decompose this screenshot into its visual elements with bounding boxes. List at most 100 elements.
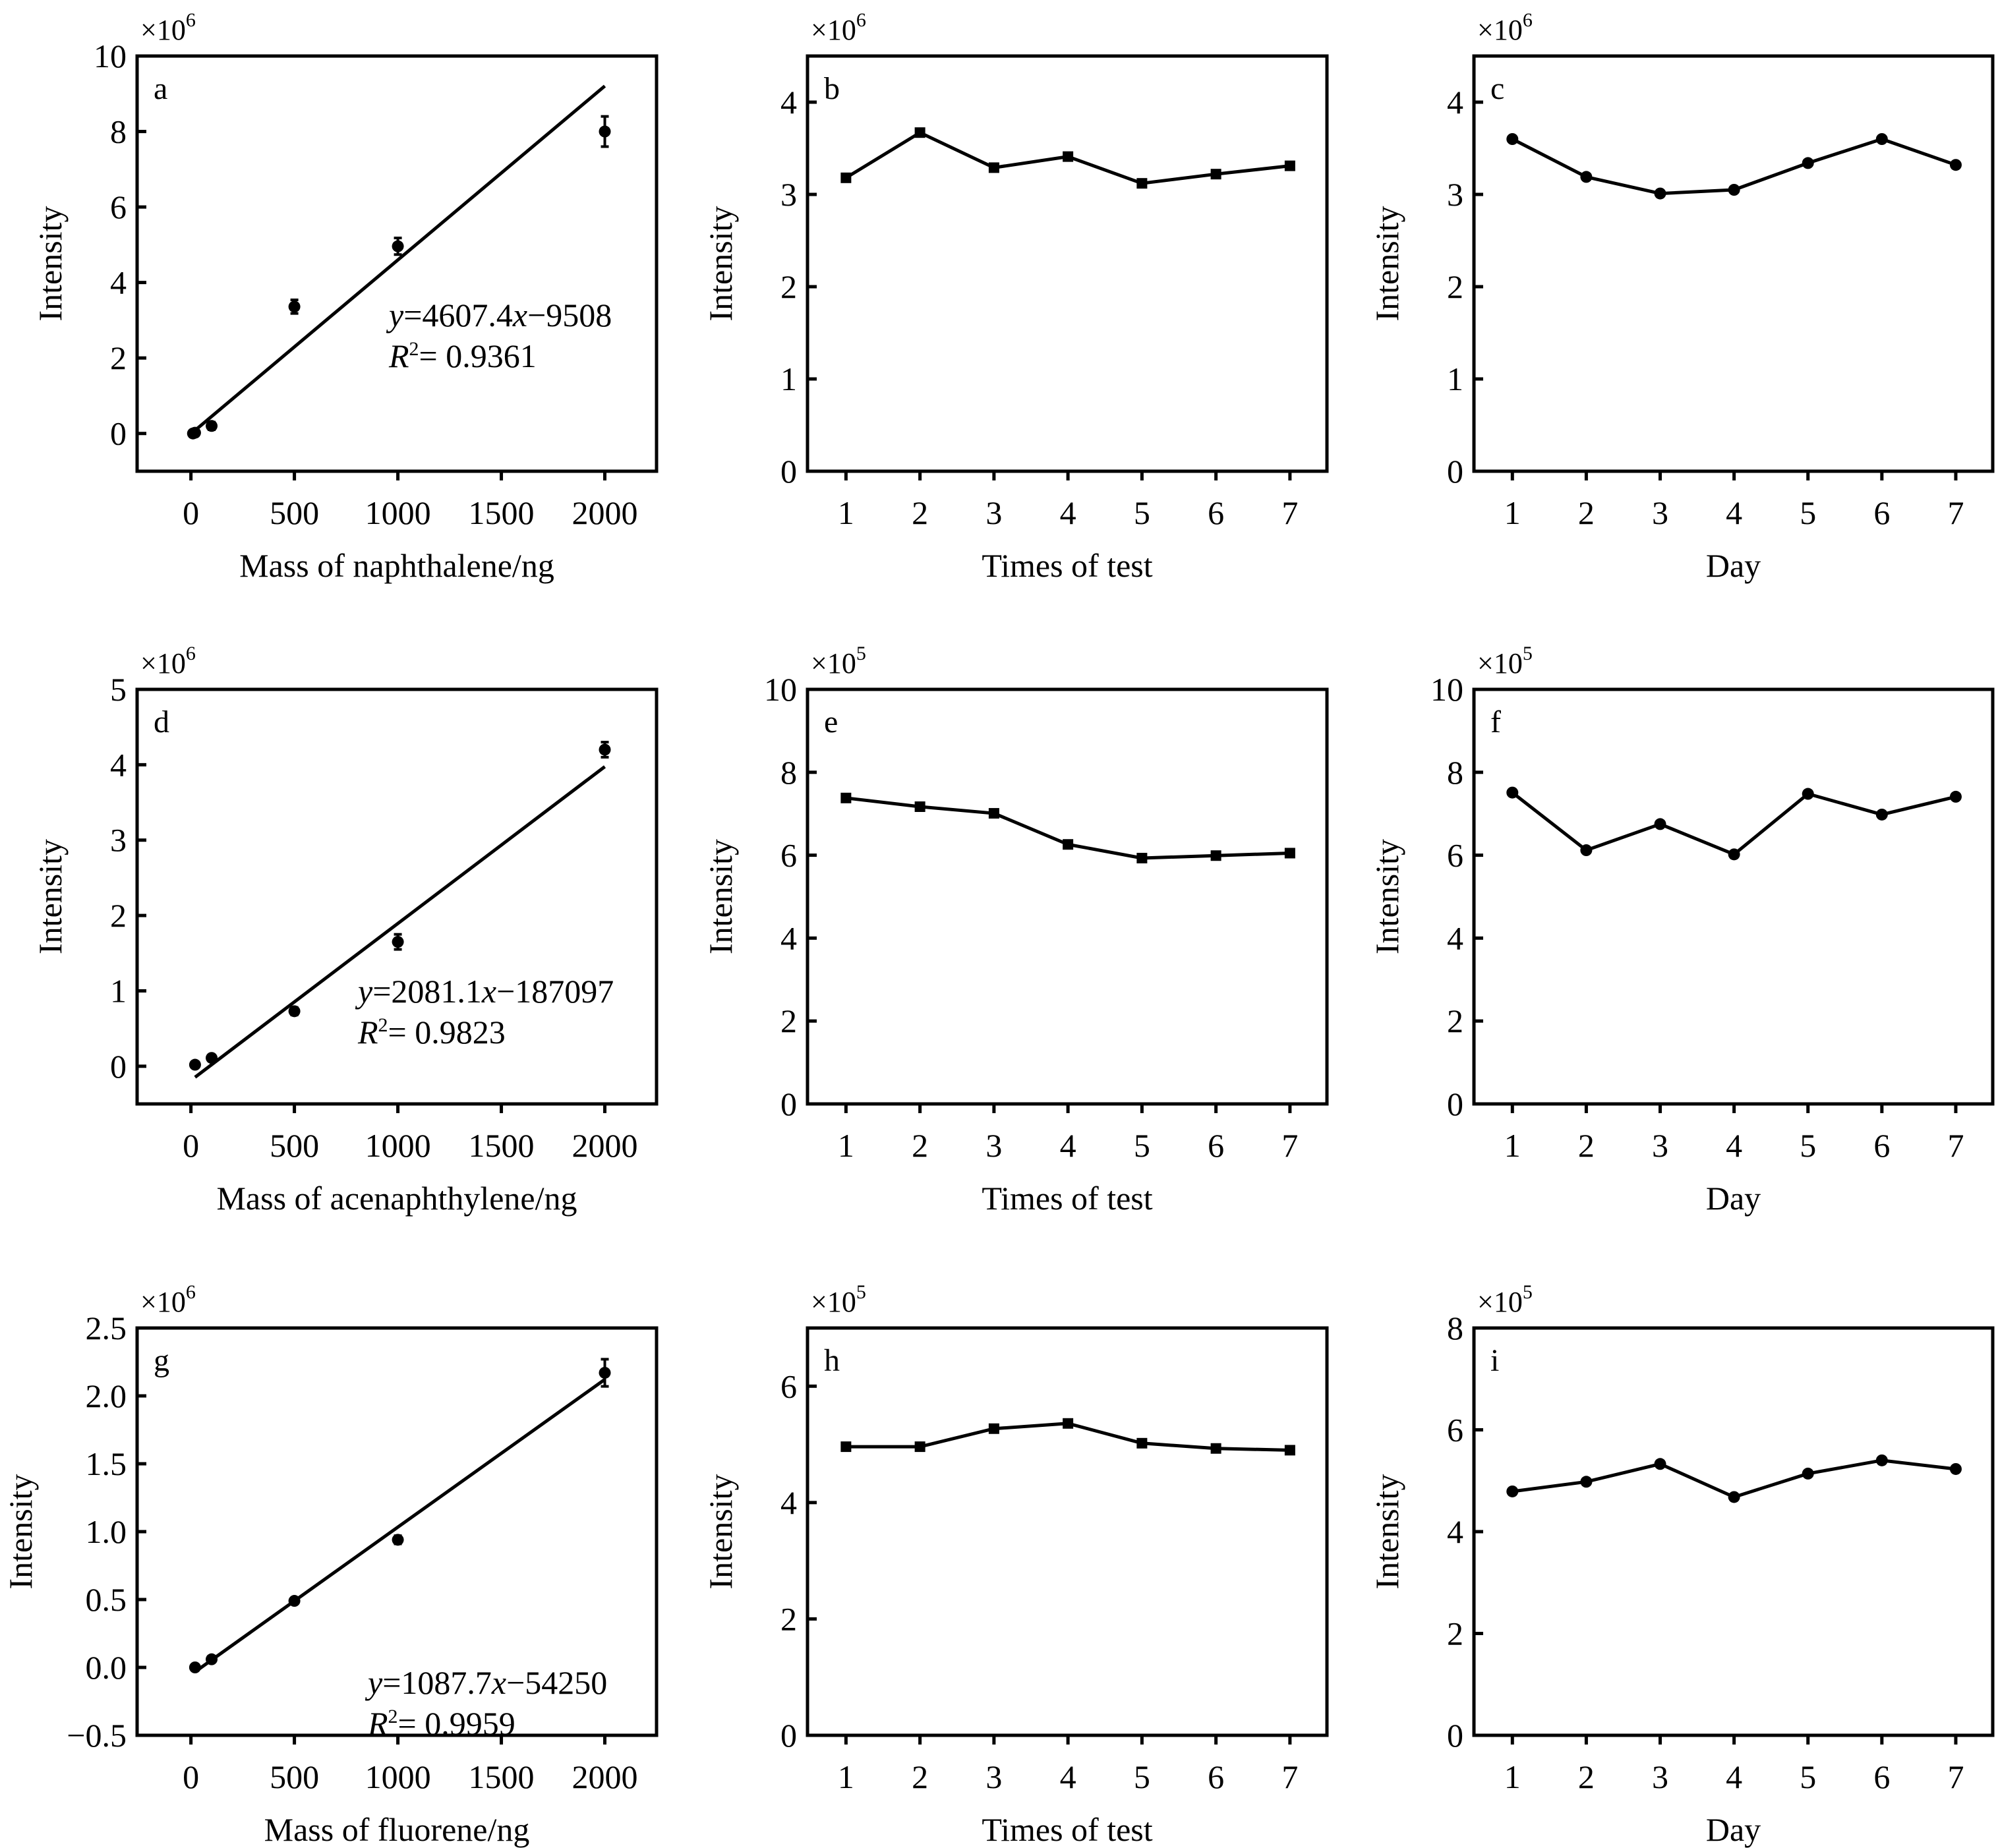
data-point — [392, 936, 404, 948]
x-tick-label: 1000 — [365, 1758, 431, 1795]
y-tick-label: 0.0 — [86, 1649, 127, 1686]
y-tick-label: 3 — [1447, 176, 1463, 213]
y-axis-label: Intensity — [32, 839, 69, 954]
x-tick-label: 6 — [1873, 1758, 1890, 1795]
r-squared: R2= 0.9361 — [388, 337, 537, 374]
data-point — [189, 426, 201, 439]
data-point — [599, 125, 611, 138]
panel-letter: e — [824, 705, 838, 739]
y-tick-label: 1 — [780, 361, 797, 397]
y-tick-label: 10 — [1430, 671, 1463, 708]
y-tick-label: 4 — [110, 746, 127, 783]
data-point — [206, 1052, 218, 1064]
data-point — [988, 808, 999, 819]
panel-letter: a — [154, 71, 167, 106]
panel-letter: i — [1490, 1343, 1499, 1378]
equation-part: =1087.7 — [382, 1664, 492, 1701]
x-tick-label: 7 — [1947, 494, 1964, 531]
x-tick-label: 2000 — [572, 1127, 638, 1164]
panel-letter: d — [154, 705, 169, 739]
x-axis-label: Times of test — [982, 1811, 1152, 1848]
x-tick-label: 2 — [912, 1127, 928, 1164]
y-tick-label: 1.0 — [86, 1513, 127, 1550]
x-tick-label: 6 — [1208, 494, 1224, 531]
x-tick-label: 1500 — [469, 494, 535, 531]
r-squared-exponent: 2 — [409, 338, 419, 360]
series-line — [1511, 791, 1956, 856]
y-tick-label: 8 — [110, 113, 127, 150]
multiplier-base: ×10 — [1477, 647, 1523, 679]
y-tick-label: 2 — [1447, 268, 1463, 305]
x-tick-label: 2 — [1578, 494, 1595, 531]
data-point — [599, 743, 611, 756]
x-tick-label: 500 — [270, 1758, 319, 1795]
plot-frame — [1472, 1326, 1995, 1737]
multiplier-exponent: 6 — [186, 643, 196, 664]
data-point — [988, 162, 999, 173]
r-squared-symbol: R — [388, 337, 409, 374]
x-tick-label: 0 — [183, 494, 199, 531]
x-tick-label: 3 — [1652, 1758, 1668, 1795]
multiplier-exponent: 5 — [856, 1281, 866, 1303]
multiplier-exponent: 6 — [186, 1281, 196, 1303]
x-axis-label: Day — [1706, 1180, 1761, 1217]
axis-multiplier: ×106 — [1477, 9, 1533, 46]
y-tick-label: 2 — [1447, 1002, 1463, 1039]
multiplier-exponent: 5 — [1523, 1281, 1533, 1303]
y-axis-label: Intensity — [702, 1474, 739, 1590]
x-tick-label: 2 — [912, 1758, 928, 1795]
y-axis-label: Intensity — [1368, 839, 1405, 954]
fit-line — [194, 765, 606, 1079]
data-point — [1949, 790, 1962, 803]
x-tick-label: 1000 — [365, 494, 431, 531]
y-axis-label: Intensity — [702, 839, 739, 954]
y-axis-label: Intensity — [1368, 206, 1405, 322]
data-point — [392, 240, 404, 252]
y-tick-label: 0 — [780, 1085, 797, 1122]
x-tick-label: 4 — [1726, 494, 1742, 531]
data-point — [1802, 1467, 1814, 1480]
multiplier-base: ×10 — [1477, 1286, 1523, 1318]
data-point — [840, 172, 852, 183]
x-tick-label: 7 — [1281, 1127, 1298, 1164]
y-axis-label: Intensity — [1368, 1474, 1405, 1590]
regression-equation: y=1087.7x−54250 — [365, 1664, 607, 1701]
x-tick-label: 6 — [1873, 494, 1890, 531]
data-point — [1136, 1437, 1148, 1449]
data-point — [1875, 133, 1888, 145]
y-tick-label: 0 — [110, 1048, 127, 1085]
multiplier-base: ×10 — [811, 1286, 856, 1318]
x-tick-label: 2 — [912, 494, 928, 531]
multiplier-exponent: 5 — [856, 643, 866, 664]
y-tick-label: 2 — [110, 897, 127, 934]
equation-part: −54250 — [506, 1664, 607, 1701]
multiplier-base: ×10 — [811, 14, 856, 46]
data-point — [1284, 848, 1295, 859]
data-point — [1802, 157, 1814, 169]
data-point — [599, 1366, 611, 1379]
data-point — [1136, 178, 1148, 189]
y-tick-label: 0 — [780, 1717, 797, 1754]
x-tick-label: 1 — [1504, 494, 1521, 531]
y-tick-label: 6 — [1447, 837, 1463, 874]
data-point — [189, 1661, 201, 1673]
plot-frame — [806, 687, 1329, 1106]
y-tick-label: 3 — [110, 822, 127, 859]
r-squared-exponent: 2 — [388, 1706, 398, 1727]
panel-g: −0.5 0.0 0.5 1.0 1.5 2.0 2.5 0 500 1000 1500 2000 Ma… — [2, 1281, 659, 1848]
data-point — [1949, 159, 1962, 171]
y-tick-label: 4 — [780, 919, 797, 956]
x-tick-label: 6 — [1873, 1127, 1890, 1164]
equation-part: =2081.1 — [372, 973, 482, 1010]
equation-part: −187097 — [496, 973, 614, 1010]
y-tick-label: 1 — [110, 972, 127, 1009]
x-tick-label: 0 — [183, 1758, 199, 1795]
multiplier-base: ×10 — [140, 14, 186, 46]
data-point — [392, 1534, 404, 1546]
data-point — [1506, 786, 1519, 799]
x-axis-label: Mass of acenaphthylene/ng — [216, 1180, 577, 1217]
multiplier-base: ×10 — [811, 647, 856, 679]
fit-line — [194, 1378, 606, 1673]
x-tick-label: 3 — [985, 1127, 1002, 1164]
data-point — [189, 1058, 201, 1071]
